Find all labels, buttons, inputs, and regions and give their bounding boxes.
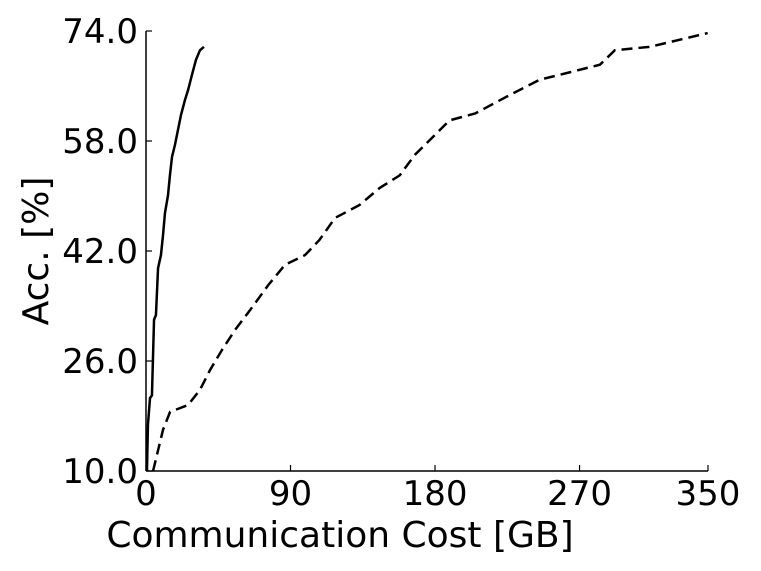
y-tick-label: 26.0: [62, 342, 138, 382]
y-tick-label: 42.0: [62, 232, 138, 272]
x-tick-label: 90: [269, 474, 312, 514]
x-axis-label: Communication Cost [GB]: [106, 515, 573, 556]
x-tick-label: 350: [676, 474, 741, 514]
y-tick-label: 58.0: [62, 122, 138, 162]
x-tick-label: 270: [547, 474, 612, 514]
data-line: [151, 31, 708, 472]
x-tick-label: 0: [135, 474, 157, 514]
x-tick-label: 180: [403, 474, 468, 514]
y-tick-label: 74.0: [62, 12, 138, 52]
data-line: [145, 45, 205, 472]
y-axis-label: Acc. [%]: [16, 177, 57, 326]
y-tick-label: 10.0: [62, 452, 138, 492]
